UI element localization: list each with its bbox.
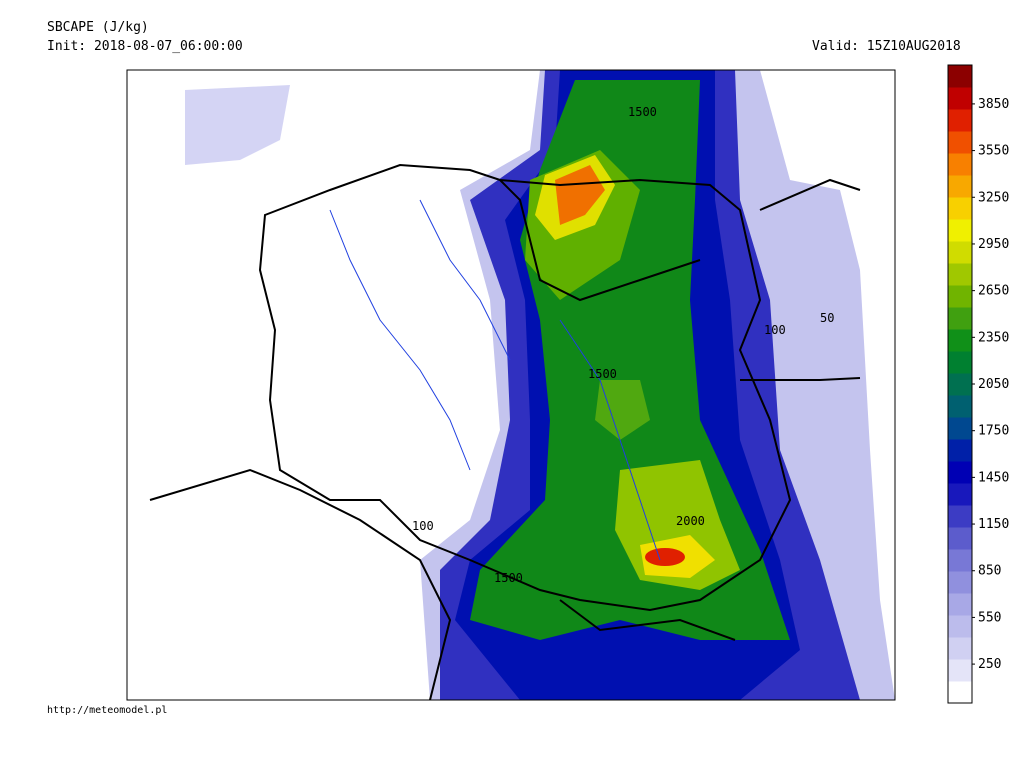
colorbar-segment <box>948 395 972 418</box>
colorbar-label: 1150 <box>978 517 1009 532</box>
colorbar-label: 1450 <box>978 470 1009 485</box>
borders <box>149 163 861 700</box>
colorbar-segment <box>948 637 972 660</box>
cape-area <box>645 548 685 566</box>
colorbar-segment <box>948 373 972 396</box>
source-url: http://meteomodel.pl <box>47 705 167 716</box>
colorbar-label: 2950 <box>978 237 1009 252</box>
colorbar-segment <box>948 483 972 506</box>
colorbar-label: 3250 <box>978 190 1009 205</box>
contour-label: 1500 <box>628 105 657 119</box>
colorbar-segment <box>948 219 972 242</box>
colorbar-segment <box>948 307 972 330</box>
colorbar-segment <box>948 153 972 176</box>
colorbar-segment <box>948 109 972 132</box>
colorbar-segment <box>948 549 972 572</box>
colorbar-segment <box>948 131 972 154</box>
colorbar-segment <box>948 681 972 704</box>
colorbar-segment <box>948 329 972 352</box>
colorbar-segment <box>948 351 972 374</box>
colorbar-segment <box>948 65 972 88</box>
contour-label: 1500 <box>588 367 617 381</box>
contour-label: 50 <box>820 311 834 325</box>
colorbar-segment <box>948 175 972 198</box>
title: SBCAPE (J/kg) <box>47 20 149 35</box>
colorbar-segment <box>948 417 972 440</box>
colorbar-label: 550 <box>978 610 1001 625</box>
colorbar-segment <box>948 571 972 594</box>
colorbar-segment <box>948 505 972 528</box>
cape-area <box>595 380 650 440</box>
colorbar-segment <box>948 87 972 110</box>
colorbar-label: 1750 <box>978 424 1009 439</box>
cape-area <box>555 165 605 225</box>
colorbar-segment <box>948 527 972 550</box>
colorbar-segment <box>948 461 972 484</box>
colorbar-label: 3850 <box>978 97 1009 112</box>
colorbar-label: 250 <box>978 657 1001 672</box>
valid-time: Valid: 15Z10AUG2018 <box>812 39 961 54</box>
colorbar-label: 2650 <box>978 284 1009 299</box>
colorbar-segment <box>948 439 972 462</box>
colorbar: 250 550 850 1150 1450 1750 2050 2350 2650 2950 325… <box>947 64 1009 704</box>
colorbar-label: 850 <box>978 564 1001 579</box>
colorbar-segment <box>948 263 972 286</box>
contour-label: 1500 <box>494 571 523 585</box>
contour-label: 100 <box>764 323 786 337</box>
contour-label: 2000 <box>676 514 705 528</box>
init-time: Init: 2018-08-07_06:00:00 <box>47 39 243 54</box>
colorbar-label: 2050 <box>978 377 1009 392</box>
map-frame <box>126 69 896 701</box>
colorbar-segment <box>948 197 972 220</box>
contour-label: 100 <box>412 519 434 533</box>
rivers <box>329 199 661 561</box>
colorbar-segment <box>948 659 972 682</box>
colorbar-segment <box>948 593 972 616</box>
colorbar-label: 3550 <box>978 144 1009 159</box>
colorbar-segment <box>948 285 972 308</box>
colorbar-segment <box>948 615 972 638</box>
colorbar-segment <box>948 241 972 264</box>
map: 1500 100 50 1500 2000 100 1500 <box>126 69 896 701</box>
colorbar-label: 2350 <box>978 330 1009 345</box>
cape-area <box>185 85 290 165</box>
